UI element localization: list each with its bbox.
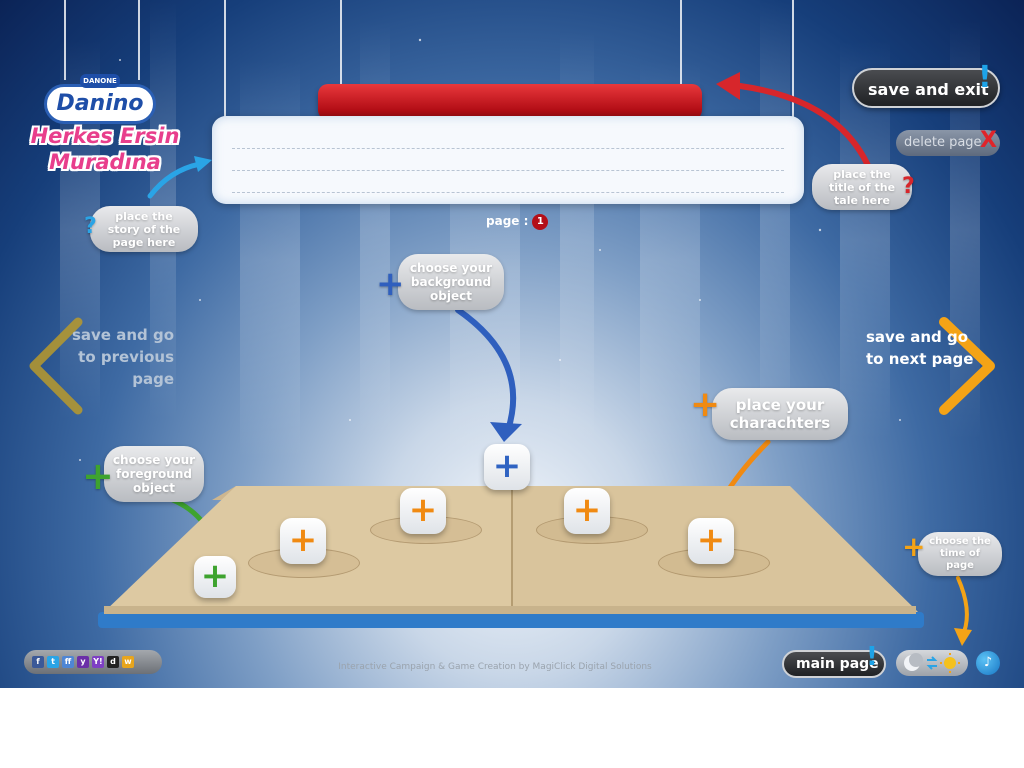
plus-icon: +: [696, 519, 726, 560]
page-number-badge: 1: [532, 213, 549, 230]
plus-icon: +: [200, 555, 230, 596]
plus-icon: +: [572, 489, 602, 530]
background-hint-plus: +: [376, 264, 405, 304]
yahoo-buzz-icon[interactable]: Y!: [92, 656, 104, 668]
hanging-string: [64, 0, 66, 80]
foreground-hint-text: choose your foreground object: [112, 453, 196, 495]
next-page-button[interactable]: save and go to next page: [866, 326, 976, 370]
add-object-button-1[interactable]: +: [400, 488, 446, 534]
music-note-icon: ♪: [983, 655, 993, 670]
music-toggle-button[interactable]: ♪: [976, 651, 1000, 675]
story-hint-arrowhead: [194, 156, 212, 172]
plus-icon: +: [288, 519, 318, 560]
title-input-bar[interactable]: [318, 84, 702, 120]
plus-icon: +: [408, 489, 438, 530]
page-indicator: page :1: [486, 212, 549, 230]
foreground-hint-bubble: choose your foreground object: [104, 446, 204, 502]
add-foreground-button[interactable]: +: [194, 556, 236, 598]
main-page-label: main page: [796, 656, 879, 672]
add-object-button-3[interactable]: +: [280, 518, 326, 564]
book-page-edges: [104, 606, 916, 614]
add-object-button-2[interactable]: +: [564, 488, 610, 534]
add-character-button[interactable]: +: [688, 518, 734, 564]
time-of-day-toggle[interactable]: [896, 650, 968, 676]
book-cover-bottom: [98, 612, 924, 628]
time-hint-text: choose the time of page: [929, 536, 991, 571]
hanging-string: [792, 0, 794, 118]
prev-page-label: save and go to previous page: [71, 326, 174, 388]
logo-brand: DANONE: [80, 74, 120, 88]
save-and-exit-button[interactable]: save and exit: [852, 68, 1000, 108]
background-hint-arrow: [455, 307, 517, 433]
delete-page-button[interactable]: delete page: [896, 130, 1000, 156]
time-hint-arrowhead: [954, 628, 972, 646]
delicious-icon[interactable]: d: [107, 656, 119, 668]
facebook-icon[interactable]: f: [32, 656, 44, 668]
background-hint-bubble: choose your background object: [398, 254, 504, 310]
background-hint-text: choose your background object: [409, 261, 493, 303]
logo-line-2: Muradına: [49, 150, 161, 174]
title-hint-arrowhead: [716, 72, 740, 100]
delete-page-label: delete page: [904, 135, 982, 150]
story-line: [232, 192, 784, 193]
save-exit-exclaim: !: [978, 60, 992, 95]
logo: Danino DANONE Herkes Ersin Muradına: [30, 72, 180, 192]
story-hint-question-mark: ?: [84, 214, 97, 239]
time-hint-arrow: [956, 576, 969, 634]
foreground-hint-plus: +: [82, 454, 114, 498]
page-label: page :: [486, 214, 529, 228]
friendfeed-icon[interactable]: ff: [62, 656, 74, 668]
title-hint-question-mark: ?: [902, 174, 915, 199]
add-background-button[interactable]: +: [484, 444, 530, 490]
logo-danino: Danino: [44, 84, 156, 124]
story-text-area[interactable]: [212, 116, 804, 204]
story-line: [232, 170, 784, 171]
plus-icon: +: [492, 445, 522, 486]
characters-hint-plus: +: [690, 384, 721, 425]
story-line: [232, 148, 784, 149]
title-hint-text: place the title of the tale here: [828, 167, 896, 207]
characters-hint-bubble: place your charachters: [712, 388, 848, 440]
main-page-exclaim: !: [866, 642, 878, 672]
social-share-bar: f t ff y Y! d w: [24, 650, 162, 674]
logo-line-1: Herkes Ersin: [30, 124, 180, 148]
main-page-button[interactable]: main page: [782, 650, 886, 678]
chevron-right-icon: [939, 317, 995, 415]
prev-page-button[interactable]: save and go to previous page: [66, 324, 174, 390]
time-hint-plus: +: [902, 530, 926, 563]
time-hint-bubble: choose the time of page: [918, 532, 1002, 576]
save-and-exit-label: save and exit: [868, 80, 989, 99]
background-hint-arrowhead: [490, 422, 522, 442]
hanging-string: [340, 0, 342, 86]
stage-background: Danino DANONE Herkes Ersin Muradına page…: [0, 0, 1024, 688]
hanging-string: [138, 0, 140, 80]
story-hint-arrow: [147, 161, 203, 199]
delete-x-icon: X: [980, 128, 997, 153]
story-hint-bubble: place the story of the page here: [90, 206, 198, 252]
characters-hint-text: place your charachters: [729, 396, 831, 432]
title-hint-arrow: [737, 83, 873, 173]
footer-area: [0, 688, 1024, 768]
credit-text: Interactive Campaign & Game Creation by …: [338, 662, 652, 672]
title-hint-bubble: place the title of the tale here: [812, 164, 912, 210]
hanging-string: [224, 0, 226, 118]
chevron-left-icon: [29, 317, 83, 415]
story-hint-text: place the story of the page here: [107, 209, 181, 249]
yahoo-icon[interactable]: y: [77, 656, 89, 668]
windows-live-icon[interactable]: w: [122, 656, 134, 668]
hanging-string: [680, 0, 682, 86]
next-page-label: save and go to next page: [866, 328, 974, 368]
moon-sun-icon: [904, 653, 960, 673]
twitter-icon[interactable]: t: [47, 656, 59, 668]
